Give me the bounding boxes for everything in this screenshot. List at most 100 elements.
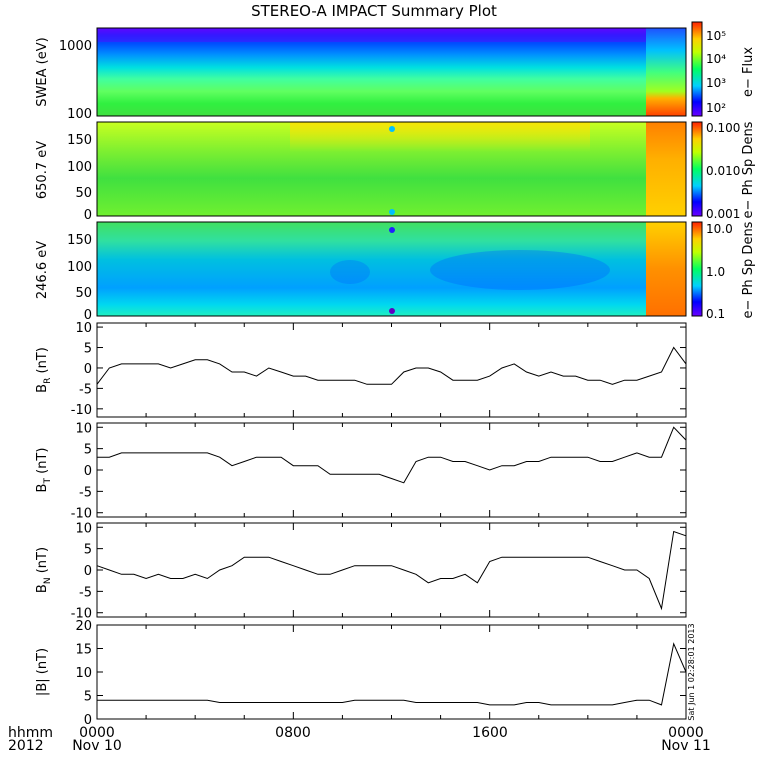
bn-ytick-label: -10	[71, 607, 92, 622]
xtick-0000-start: 0000	[79, 725, 115, 741]
bmag-ytick-label: 15	[75, 643, 92, 658]
p246-ylabel: 246.6 eV	[35, 241, 50, 299]
bmag-ytick-label: 10	[75, 666, 92, 681]
p246-frame	[96, 221, 687, 317]
bt-ytick-label: 5	[84, 443, 92, 458]
p246-cbtick-0: 10.0	[706, 222, 733, 236]
panel-swea: 1000 100 SWEA (eV) 10⁵ 10⁴ 10³ 10² e− Fl…	[35, 21, 756, 122]
p650-cbtick-1: 0.010	[706, 164, 740, 178]
p246-ytick-100: 100	[67, 260, 92, 275]
p650-ytick-0: 0	[84, 208, 92, 223]
swea-cbtick-2: 10²	[706, 101, 726, 115]
bmag-ylabel: |B| (nT)	[35, 648, 50, 696]
bn-ylabel: BN (nT)	[35, 547, 53, 593]
p246-dot-top	[389, 227, 395, 233]
end-date: Nov 11	[661, 738, 711, 754]
bt-ytick-label: 0	[84, 464, 92, 479]
generated-timestamp: Sat Jun 1 02:28:01 2013	[687, 623, 696, 720]
p246-spectrogram	[97, 222, 686, 316]
hhmm-label: hhmm	[8, 725, 53, 741]
bn-frame	[96, 522, 687, 618]
p246-cblabel: e− Ph Sp Dens	[741, 221, 756, 318]
p650-ylabel: 650.7 eV	[35, 141, 50, 199]
swea-ytick-100: 100	[67, 107, 92, 122]
swea-cblabel: e− Flux	[741, 47, 756, 97]
bt-frame	[96, 422, 687, 518]
panel-bn: 10 5 0 -5 -10 BN (nT)	[35, 521, 687, 622]
bn-ytick-label: 10	[75, 521, 92, 536]
p650-cblabel: e− Ph Sp Dens	[741, 121, 756, 218]
br-ylabel-unit: (nT)	[35, 347, 50, 377]
bt-ylabel: BT (nT)	[35, 448, 53, 493]
p650-cbtick-2: 0.001	[706, 207, 740, 221]
br-frame	[96, 322, 687, 418]
panel-650eV: 150 100 50 0 650.7 eV 0.100 0.010 0.001 …	[35, 121, 756, 223]
p246-ytick-0: 0	[84, 308, 92, 323]
p650-ytick-50: 50	[75, 186, 92, 201]
swea-frame	[96, 27, 687, 117]
br-ytick-label: -5	[79, 382, 92, 397]
swea-event-region	[646, 28, 686, 116]
br-ylabel-base: B	[35, 384, 50, 393]
panel-br: 10 5 0 -5 -10 BR (nT)	[35, 321, 687, 418]
bn-ylabel-unit: (nT)	[35, 547, 50, 577]
p246-cbtick-1: 1.0	[706, 265, 725, 279]
bn-ytick-label: 0	[84, 564, 92, 579]
p650-frame	[96, 121, 687, 217]
br-ytick-label: -10	[71, 403, 92, 418]
p650-upper-band	[290, 122, 590, 152]
xtick-0000-end: 0000	[668, 725, 704, 741]
p650-ytick-100: 100	[67, 160, 92, 175]
br-ytick-label: 10	[75, 321, 92, 336]
p650-dot-top	[389, 126, 395, 132]
plot-title: STEREO-A IMPACT Summary Plot	[251, 2, 497, 20]
swea-cbtick-3: 10³	[706, 76, 726, 90]
bt-ytick-label: -5	[79, 485, 92, 500]
swea-ytick-1000: 1000	[59, 39, 92, 54]
p246-cbtick-2: 0.1	[706, 307, 725, 321]
bn-ylabel-sub: N	[43, 577, 53, 584]
bn-series-line	[96, 530, 687, 611]
swea-spectrogram	[97, 28, 686, 116]
bt-ylabel-base: B	[35, 484, 50, 493]
p650-event-region	[646, 122, 686, 216]
bmag-ytick-label: 0	[84, 713, 92, 728]
swea-cbtick-5: 10⁵	[706, 29, 726, 43]
p246-ytick-50: 50	[75, 286, 92, 301]
panel-bmag: 20 15 10 5 0 |B| (nT)	[35, 619, 687, 728]
bt-ytick-label: 10	[75, 421, 92, 436]
p650-colorbar	[691, 121, 703, 217]
p246-dark-patch-2	[330, 260, 370, 284]
bn-ytick-label: -5	[79, 585, 92, 600]
year-label: 2012	[8, 738, 44, 754]
bt-series-line	[97, 426, 687, 484]
br-ylabel: BR (nT)	[35, 347, 53, 393]
bn-ytick-label: 5	[84, 543, 92, 558]
bt-ylabel-sub: T	[43, 478, 53, 485]
panel-246eV: 150 100 50 0 246.6 eV 10.0 1.0 0.1 e− Ph…	[35, 221, 756, 323]
bmag-series-line	[97, 642, 687, 706]
p650-cbtick-0: 0.100	[706, 121, 740, 135]
bn-ylabel-base: B	[35, 584, 50, 593]
bt-ytick-label: -10	[71, 507, 92, 522]
bmag-frame	[96, 624, 687, 720]
start-date: Nov 10	[72, 738, 122, 754]
p246-dark-patch	[430, 250, 610, 290]
br-series-line	[96, 346, 687, 385]
bmag-ytick-label: 5	[84, 690, 92, 705]
p246-dot-bottom	[389, 308, 395, 314]
p246-ytick-150: 150	[67, 233, 92, 248]
time-axis: hhmm 2012 0000 0800 1600 0000 Nov 10 Nov…	[8, 725, 711, 754]
swea-ylabel: SWEA (eV)	[35, 37, 50, 106]
bt-ylabel-unit: (nT)	[35, 448, 50, 478]
br-ylabel-sub: R	[43, 378, 53, 384]
swea-cbtick-4: 10⁴	[706, 52, 726, 66]
p650-dot-bottom	[389, 209, 395, 215]
xtick-0800: 0800	[275, 725, 311, 741]
bmag-ytick-label: 20	[75, 619, 92, 634]
xtick-1600: 1600	[472, 725, 508, 741]
swea-colorbar	[691, 21, 703, 117]
br-ytick-label: 5	[84, 342, 92, 357]
